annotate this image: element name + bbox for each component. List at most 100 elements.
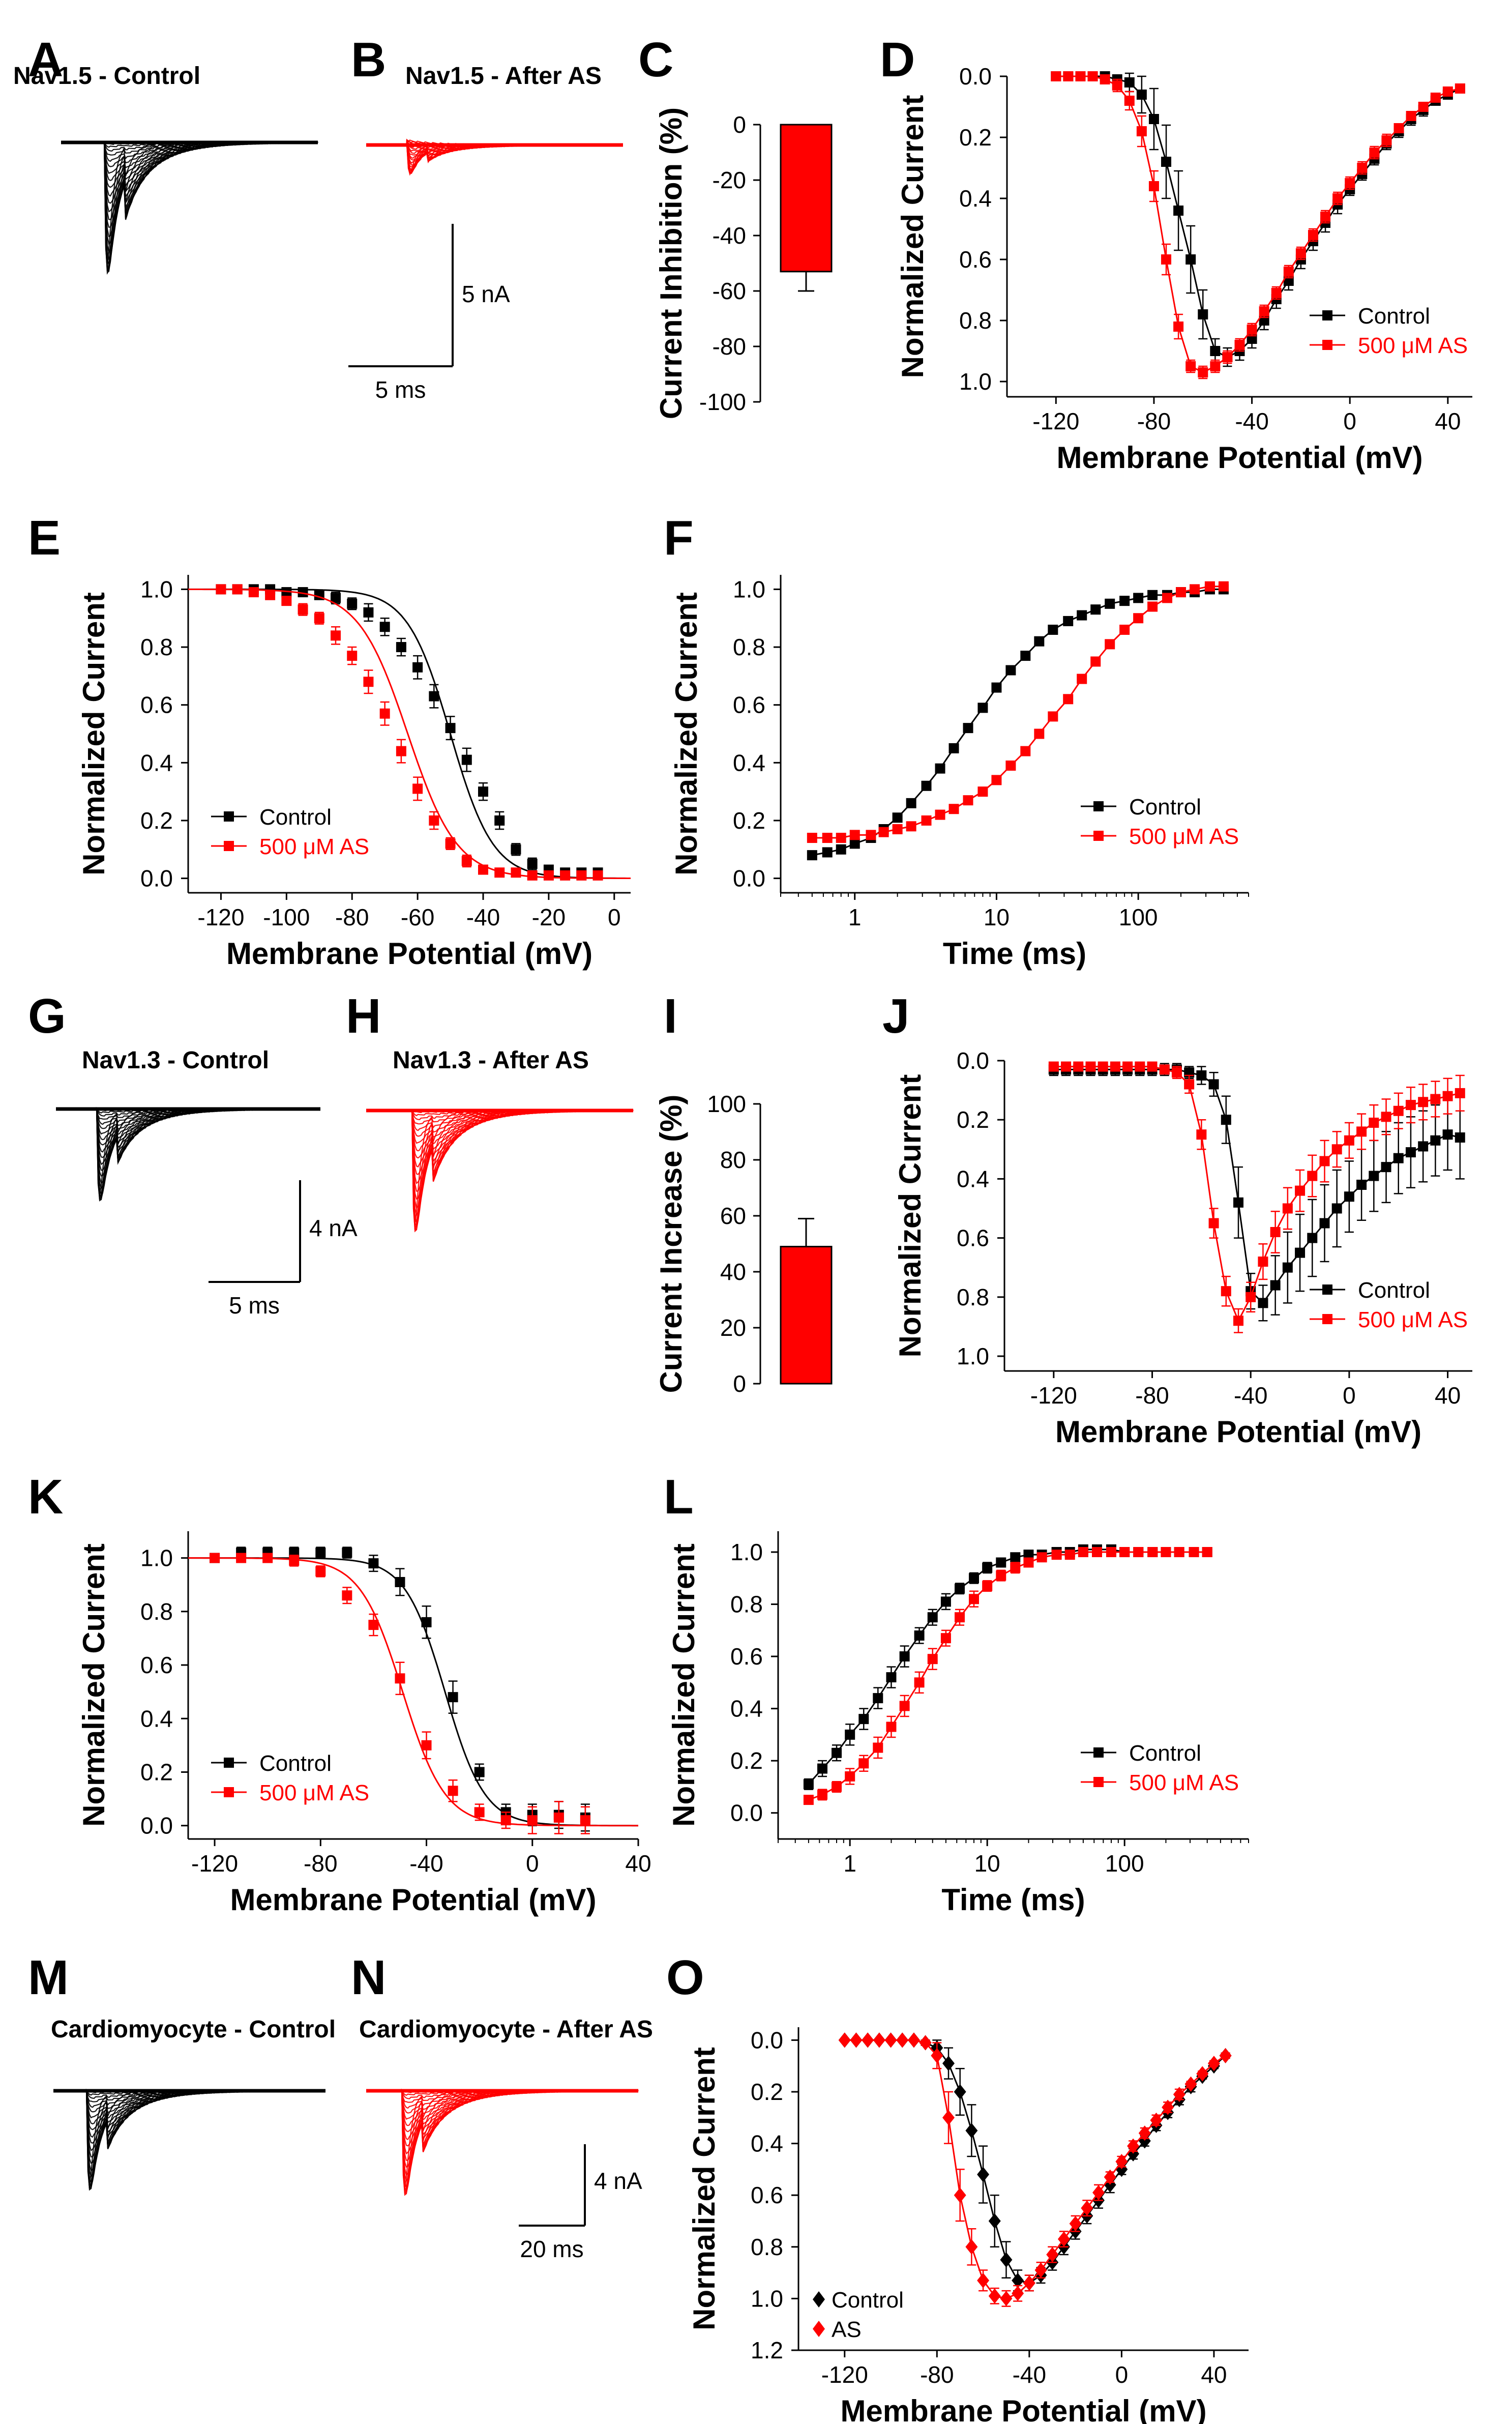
data-point	[478, 864, 488, 875]
data-point	[1061, 1061, 1072, 1072]
current-sweep	[366, 1109, 634, 1184]
y-tick-label: -80	[713, 333, 746, 360]
legend-entry: Control	[1310, 304, 1430, 329]
data-point	[1381, 1162, 1391, 1173]
data-point	[899, 1651, 910, 1662]
legend-marker	[1322, 340, 1332, 350]
current-sweep	[366, 1109, 634, 1217]
data-point	[1356, 1180, 1367, 1190]
panel-label-G: G	[28, 989, 66, 1043]
data-point	[1174, 1547, 1184, 1558]
y-tick-label: 0.0	[733, 865, 765, 892]
y-tick-label: 1.0	[959, 368, 992, 395]
data-point	[421, 1617, 432, 1627]
x-axis-label: Membrane Potential (mV)	[1056, 441, 1422, 475]
data-point	[1063, 616, 1074, 626]
data-point	[1381, 135, 1392, 145]
data-point	[363, 607, 374, 618]
y-axis-label: Normalized Current	[77, 1543, 111, 1827]
data-point	[1418, 102, 1429, 112]
legend-entry: Control	[1081, 1741, 1201, 1766]
data-point	[1063, 71, 1074, 81]
data-point	[1394, 123, 1404, 133]
x-tick-label: -120	[1032, 408, 1079, 434]
data-point	[803, 1795, 814, 1805]
data-point	[896, 2032, 909, 2048]
line-chart-E: 0.0 0.2 0.4 0.6 0.8 1.0 -120 -100 -80 -60 -40 -20 0M…	[77, 575, 631, 971]
data-point	[988, 2288, 1001, 2304]
y-tick-label: 0.6	[959, 246, 992, 273]
legend: Control 500 μM AS	[1081, 1741, 1239, 1795]
data-point	[935, 763, 945, 774]
y-tick-label: 0.8	[751, 2234, 783, 2260]
legend-marker	[224, 811, 234, 822]
data-point	[1085, 1061, 1096, 1072]
data-point	[527, 859, 538, 869]
current-sweep	[366, 2089, 639, 2155]
y-tick-label: 0.6	[140, 1652, 173, 1678]
legend-entry: Control	[1310, 1278, 1430, 1303]
data-point	[1344, 1135, 1354, 1146]
data-point	[1455, 1132, 1465, 1143]
data-point	[1332, 193, 1343, 203]
y-tick-label: 0.8	[733, 634, 765, 660]
current-sweep	[366, 1109, 634, 1224]
data-point	[817, 1789, 827, 1800]
y-tick-label: 1.2	[751, 2337, 783, 2363]
data-point	[379, 708, 390, 719]
data-point	[1148, 114, 1159, 124]
x-tick-label: -40	[409, 1850, 443, 1877]
data-point	[1282, 1203, 1293, 1214]
y-tick-label: 0.8	[140, 634, 173, 660]
data-point	[927, 1612, 938, 1623]
y-tick-label: 0.2	[140, 807, 173, 834]
panel-label-J: J	[882, 989, 909, 1043]
data-point	[429, 691, 439, 702]
legend-entry: 500 μM AS	[1081, 824, 1239, 849]
data-point	[977, 703, 988, 713]
data-point	[1162, 2099, 1174, 2115]
data-point	[1105, 639, 1115, 650]
data-point	[858, 1758, 869, 1769]
panel-title-H: Nav1.3 - After AS	[393, 1047, 589, 1074]
data-point	[849, 838, 860, 849]
data-point	[1190, 584, 1200, 595]
data-point	[1233, 1316, 1243, 1326]
trace-panel-M	[53, 2088, 325, 2191]
data-point	[1036, 1552, 1047, 1563]
panel-label-D: D	[880, 33, 915, 87]
current-sweep	[56, 1107, 320, 1202]
data-point	[1204, 581, 1215, 592]
scalebar-N: 4 nA 20 ms	[519, 2144, 642, 2262]
legend-label: 500 μM AS	[1358, 1307, 1468, 1332]
data-point	[1161, 254, 1172, 265]
scalebar-x-label: 5 ms	[229, 1292, 280, 1319]
data-point	[977, 2167, 990, 2182]
data-point	[1430, 1135, 1441, 1146]
data-point	[884, 2032, 897, 2048]
data-point	[511, 844, 521, 855]
current-sweep	[366, 143, 622, 176]
data-point	[1369, 148, 1380, 158]
current-sweep	[366, 1109, 634, 1229]
data-point	[1091, 1547, 1102, 1558]
data-point	[1196, 2066, 1209, 2082]
legend-label: 500 μM AS	[1358, 333, 1468, 358]
series-line	[844, 2039, 1226, 2284]
panel-label-E: E	[28, 511, 61, 565]
data-point	[991, 775, 1002, 785]
y-tick-label: 0.2	[959, 124, 992, 151]
data-point	[543, 870, 554, 881]
data-point	[1063, 694, 1074, 705]
legend-label: Control	[259, 805, 332, 830]
y-tick-label: 0.2	[140, 1759, 173, 1785]
data-point	[1057, 2231, 1070, 2247]
current-sweep	[53, 2089, 325, 2138]
data-point	[1282, 1262, 1293, 1273]
legend-entry: 500 μM AS	[211, 834, 369, 859]
data-point	[849, 830, 860, 840]
x-tick-label: 0	[1115, 2361, 1129, 2388]
legend: Control 500 μM AS	[211, 1751, 369, 1805]
legend-label: 500 μM AS	[259, 834, 369, 859]
